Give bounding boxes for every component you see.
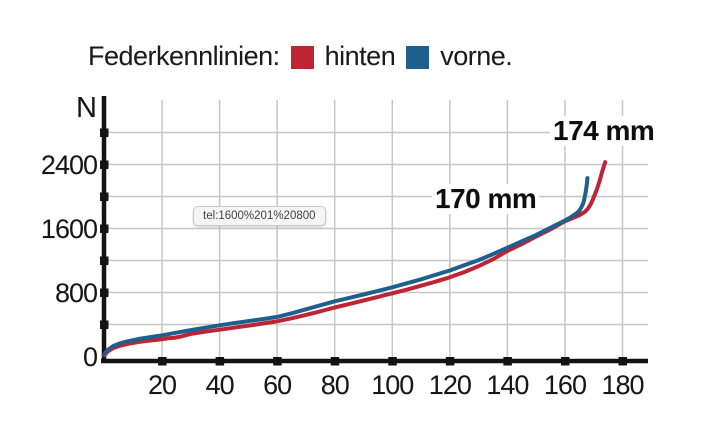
y-tick <box>100 128 109 137</box>
x-tick-label-60: 60 <box>263 370 292 400</box>
x-tick-label-80: 80 <box>320 370 350 400</box>
annotation-174mm: 174 mm <box>550 116 658 146</box>
y-axis-unit-label: N <box>76 92 97 124</box>
y-tick <box>100 160 109 169</box>
x-tick-label-140: 140 <box>486 370 529 400</box>
curve-vorne <box>102 176 590 357</box>
x-tick <box>215 357 225 366</box>
x-tick <box>330 357 340 366</box>
legend: Federkennlinien: hinten vorne. <box>88 40 513 72</box>
x-tick-label-120: 120 <box>428 370 472 400</box>
y-tick-label-0: 0 <box>82 341 98 372</box>
x-tick-label-160: 160 <box>543 370 587 400</box>
x-tick-label-100: 100 <box>371 370 414 400</box>
x-tick <box>273 357 282 366</box>
x-tick-label-20: 20 <box>148 370 177 400</box>
x-tick <box>560 357 570 366</box>
y-tick <box>100 288 109 297</box>
curve-hinten <box>102 160 608 358</box>
hinten-color-swatch <box>290 45 314 69</box>
y-tick-label-1600: 1600 <box>40 213 98 244</box>
legend-item-hinten-label: hinten <box>324 40 396 71</box>
annotation-170mm: 170 mm <box>432 184 540 214</box>
y-tick <box>100 192 109 201</box>
x-tick <box>388 357 397 366</box>
legend-title: Federkennlinien: <box>88 40 280 71</box>
x-tick-label-40: 40 <box>205 370 235 400</box>
legend-item-hinten: hinten <box>290 40 396 72</box>
y-tick <box>100 256 109 265</box>
vorne-color-swatch <box>406 45 430 69</box>
y-tick <box>100 320 109 329</box>
x-tick <box>618 357 628 366</box>
x-tick <box>445 357 455 366</box>
legend-item-vorne: vorne. <box>406 40 513 72</box>
y-tick-label-800: 800 <box>54 277 98 308</box>
link-preview-tooltip: tel:1600%201%20800 <box>193 206 326 226</box>
y-tick <box>100 224 109 233</box>
legend-item-vorne-label: vorne. <box>440 40 513 71</box>
y-tick-label-2400: 2400 <box>40 149 98 180</box>
x-tick <box>158 357 167 366</box>
x-tick <box>503 357 512 366</box>
x-tick-label-180: 180 <box>601 370 644 400</box>
